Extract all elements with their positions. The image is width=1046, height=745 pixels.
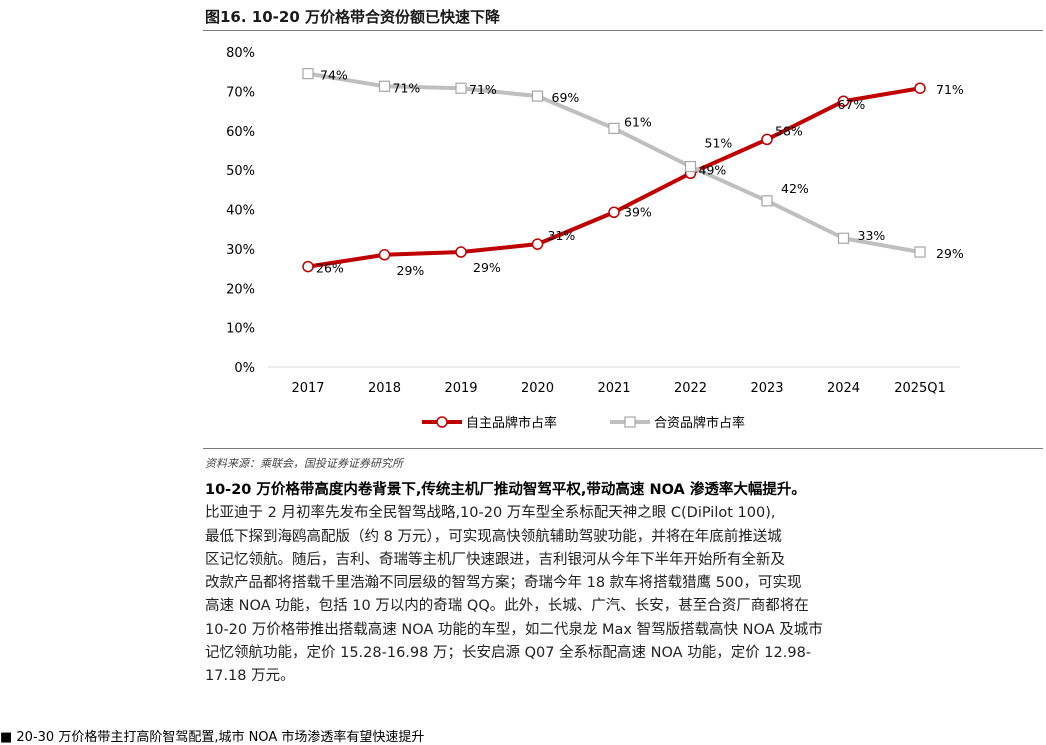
y-tick-label: 70% xyxy=(226,85,255,100)
x-tick-label: 2025Q1 xyxy=(894,381,946,396)
y-tick-label: 40% xyxy=(226,204,255,219)
data-label: 51% xyxy=(705,135,733,150)
legend-marker-2 xyxy=(624,416,636,428)
figure-title: 图16. 10-20 万价格带合资份额已快速下降 xyxy=(205,8,500,26)
series-2-point xyxy=(608,122,620,134)
series-2-point xyxy=(302,68,314,80)
data-label: 31% xyxy=(548,228,576,243)
series-2-point xyxy=(531,90,544,102)
data-label: 33% xyxy=(858,228,886,243)
series-2-point xyxy=(455,82,467,94)
series-1-point xyxy=(531,238,544,250)
data-label: 29% xyxy=(397,263,425,278)
y-tick-label: 0% xyxy=(234,361,255,376)
series-2-point xyxy=(914,246,926,258)
y-tick-label: 50% xyxy=(226,164,255,179)
body-line: 10-20 万价格带推出搭载高速 NOA 功能的车型，如二代泉龙 Max 智驾版… xyxy=(205,621,823,638)
data-label: 67% xyxy=(838,97,866,112)
data-label: 42% xyxy=(781,181,809,196)
y-tick-label: 30% xyxy=(226,243,255,258)
data-label: 49% xyxy=(699,163,727,178)
data-label: 39% xyxy=(624,204,652,219)
body-line: 高速 NOA 功能，包括 10 万以内的奇瑞 QQ。此外，长城、广汽、长安，甚至… xyxy=(205,598,809,615)
data-label: 29% xyxy=(473,260,501,275)
series-line-2 xyxy=(306,71,922,255)
cutoff-text: ■ 20-30 万价格带主打高阶智驾配置,城市 NOA 市场渗透率有望快速提升 xyxy=(0,730,425,745)
x-tick-label: 2017 xyxy=(291,381,324,396)
x-tick-label: 2021 xyxy=(597,381,630,396)
data-label: 71% xyxy=(393,80,421,95)
source-divider xyxy=(203,448,1043,449)
legend-marker-1 xyxy=(436,416,448,428)
body-line: 区记忆领航。随后，吉利、奇瑞等主机厂快速跟进，吉利银河从今年下半年开始所有全新及 xyxy=(205,551,785,568)
body-line: 改款产品都将搭载千里浩瀚不同层级的智驾方案；奇瑞今年 18 款车将搭载猎鹰 50… xyxy=(205,575,802,592)
body-lead: 10-20 万价格带高度内卷背景下,传统主机厂推动智驾平权,带动高速 NOA 渗… xyxy=(205,482,806,498)
legend-label-2: 合资品牌市占率 xyxy=(654,415,745,431)
data-label: 71% xyxy=(936,82,964,97)
x-tick-label: 2023 xyxy=(750,381,783,396)
body-text: 10-20 万价格带高度内卷背景下,传统主机厂推动智驾平权,带动高速 NOA 渗… xyxy=(205,479,1043,689)
series-2-point xyxy=(837,232,850,244)
series-1-point xyxy=(837,95,850,107)
x-tick-label: 2020 xyxy=(521,381,554,396)
series-2-point xyxy=(684,160,697,173)
x-tick-label: 2018 xyxy=(368,381,401,396)
body-line: 记忆领航功能，定价 15.28-16.98 万；长安启源 Q07 全系标配高速 … xyxy=(205,645,812,662)
series-1-point xyxy=(608,206,620,219)
body-line: 17.18 万元。 xyxy=(205,668,295,685)
title-divider xyxy=(203,30,1043,31)
line-chart: 0% 10% 20% 30% 40% 50% 60% 70% 80% 2017 2018 2019 20… xyxy=(226,46,964,431)
series-1-point xyxy=(378,249,391,261)
body-line: 比亚迪于 2 月初率先发布全民智驾战略,10-20 万车型全系标配天神之眼 C(… xyxy=(205,505,776,522)
y-tick-label: 20% xyxy=(226,282,255,297)
x-tick-label: 2022 xyxy=(674,381,707,396)
y-tick-label: 60% xyxy=(226,125,255,140)
series-line-1 xyxy=(306,86,922,269)
data-label: 71% xyxy=(469,82,497,97)
series-1-point xyxy=(914,82,926,94)
x-tick-label: 2019 xyxy=(444,381,477,396)
series-2-point xyxy=(761,195,773,207)
data-label: 58% xyxy=(775,123,803,138)
y-tick-label: 80% xyxy=(226,46,255,61)
y-tick-label: 10% xyxy=(226,322,255,337)
data-label: 69% xyxy=(552,90,580,105)
x-tick-label: 2024 xyxy=(827,381,860,396)
data-label: 29% xyxy=(936,246,964,261)
data-label: 26% xyxy=(316,261,344,276)
data-label: 61% xyxy=(624,114,652,129)
series-2-point xyxy=(378,80,391,92)
figure-source: 资料来源：乘联会，国投证券证券研究所 xyxy=(205,457,403,470)
series-1-point xyxy=(455,246,467,258)
legend-label-1: 自主品牌市占率 xyxy=(466,415,557,431)
body-line: 最低下探到海鸥高配版（约 8 万元），可实现高快领航辅助驾驶功能，并将在年底前推… xyxy=(205,528,782,545)
series-1-point xyxy=(302,260,314,273)
data-label: 74% xyxy=(320,68,348,83)
series-1-point xyxy=(761,133,773,146)
